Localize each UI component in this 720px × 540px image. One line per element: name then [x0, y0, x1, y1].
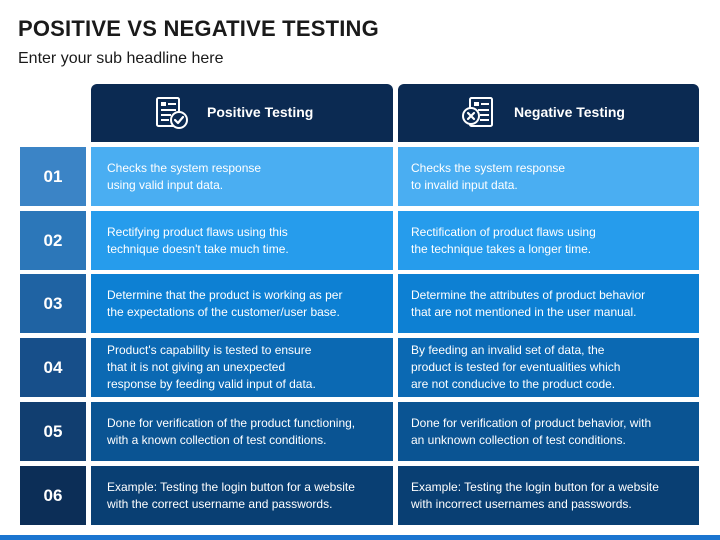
- header-positive-label: Positive Testing: [207, 104, 314, 120]
- table-row: 05 Done for verification of the product …: [20, 402, 699, 461]
- table-row: 06 Example: Testing the login button for…: [20, 466, 699, 525]
- negative-cell: Checks the system response to invalid in…: [398, 147, 699, 206]
- page-subtitle: Enter your sub headline here: [18, 50, 224, 67]
- positive-cell: Example: Testing the login button for a …: [91, 466, 393, 525]
- negative-cell: Rectification of product flaws using the…: [398, 211, 699, 270]
- negative-cell: Determine the attributes of product beha…: [398, 274, 699, 333]
- positive-cell: Done for verification of the product fun…: [91, 402, 393, 461]
- row-number: 05: [20, 402, 86, 461]
- negative-cell: By feeding an invalid set of data, the p…: [398, 338, 699, 397]
- header-positive-testing: Positive Testing: [91, 84, 393, 142]
- row-number: 04: [20, 338, 86, 397]
- positive-cell: Checks the system response using valid i…: [91, 147, 393, 206]
- negative-cell: Done for verification of product behavio…: [398, 402, 699, 461]
- header-negative-label: Negative Testing: [514, 104, 625, 120]
- bottom-accent-bar: [0, 535, 720, 540]
- page-title: POSITIVE VS NEGATIVE TESTING: [18, 16, 379, 41]
- row-number: 02: [20, 211, 86, 270]
- row-number: 06: [20, 466, 86, 525]
- table-row: 04 Product's capability is tested to ens…: [20, 338, 699, 397]
- table-row: 03 Determine that the product is working…: [20, 274, 699, 333]
- positive-cell: Rectifying product flaws using this tech…: [91, 211, 393, 270]
- table-row: 01 Checks the system response using vali…: [20, 147, 699, 206]
- positive-cell: Product's capability is tested to ensure…: [91, 338, 393, 397]
- positive-cell: Determine that the product is working as…: [91, 274, 393, 333]
- checklist-check-icon: [156, 97, 188, 129]
- row-number: 01: [20, 147, 86, 206]
- table-row: 02 Rectifying product flaws using this t…: [20, 211, 699, 270]
- negative-cell: Example: Testing the login button for a …: [398, 466, 699, 525]
- row-number: 03: [20, 274, 86, 333]
- header-negative-testing: Negative Testing: [398, 84, 699, 142]
- checklist-cross-icon: [462, 97, 493, 127]
